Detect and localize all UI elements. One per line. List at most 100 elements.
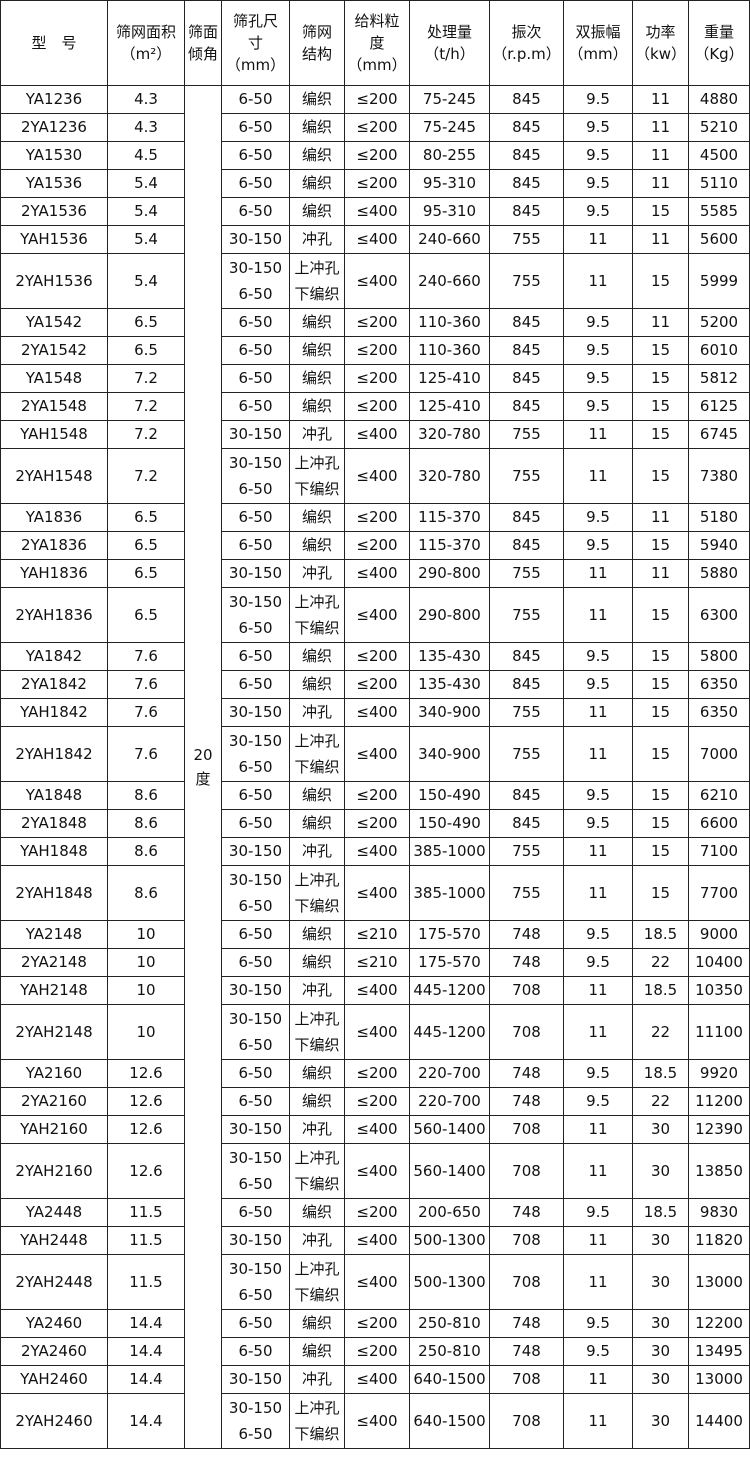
cell-area: 7.2 <box>107 392 185 421</box>
cell-aperture: 6-50 <box>221 336 290 365</box>
table-row: YA2448 11.5 6-50 编织 ≤200 200-650 748 9.5 18.5 983… <box>0 1198 750 1227</box>
cell-feed-size: ≤200 <box>344 809 410 838</box>
cell-amplitude: 9.5 <box>563 920 633 949</box>
cell-feed-size: ≤200 <box>344 113 410 142</box>
cell-aperture: 6-50 <box>221 948 290 977</box>
cell-weight: 13850 <box>688 1143 750 1199</box>
cell-structure: 编织 <box>289 531 345 560</box>
cell-model: 2YAH2448 <box>0 1254 108 1310</box>
cell-model: 2YA2160 <box>0 1087 108 1116</box>
cell-power: 11 <box>632 308 689 337</box>
cell-area: 14.4 <box>107 1365 185 1394</box>
header-area: 筛网面积 （m²） <box>107 0 185 86</box>
cell-aperture: 6-50 <box>221 113 290 142</box>
cell-frequency: 708 <box>489 1115 564 1144</box>
cell-feed-size: ≤200 <box>344 1198 410 1227</box>
table-row: 2YA1842 7.6 6-50 编织 ≤200 135-430 845 9.5 15 6350 <box>0 670 750 699</box>
cell-structure: 上冲孔 下编织 <box>289 726 345 782</box>
cell-weight: 6210 <box>688 781 750 810</box>
cell-aperture: 6-50 <box>221 141 290 170</box>
cell-feed-size: ≤200 <box>344 308 410 337</box>
cell-amplitude: 11 <box>563 1226 633 1255</box>
cell-capacity: 95-310 <box>409 197 490 226</box>
cell-capacity: 560-1400 <box>409 1143 490 1199</box>
cell-amplitude: 9.5 <box>563 503 633 532</box>
cell-structure: 编织 <box>289 948 345 977</box>
cell-aperture: 30-150 <box>221 837 290 866</box>
cell-frequency: 748 <box>489 1087 564 1116</box>
cell-structure: 编织 <box>289 920 345 949</box>
cell-power: 11 <box>632 85 689 114</box>
cell-structure: 编织 <box>289 781 345 810</box>
cell-frequency: 748 <box>489 1309 564 1338</box>
cell-amplitude: 9.5 <box>563 531 633 560</box>
cell-model: YA1848 <box>0 781 108 810</box>
cell-weight: 6350 <box>688 698 750 727</box>
cell-feed-size: ≤200 <box>344 531 410 560</box>
cell-area: 5.4 <box>107 225 185 254</box>
cell-weight: 7700 <box>688 865 750 921</box>
cell-feed-size: ≤200 <box>344 503 410 532</box>
cell-capacity: 110-360 <box>409 336 490 365</box>
table-row: YAH1842 7.6 30-150 冲孔 ≤400 340-900 755 11 15 6350 <box>0 698 750 727</box>
cell-area: 7.2 <box>107 420 185 449</box>
cell-weight: 6125 <box>688 392 750 421</box>
cell-aperture: 30-150 <box>221 1115 290 1144</box>
cell-aperture: 6-50 <box>221 1337 290 1366</box>
cell-feed-size: ≤210 <box>344 948 410 977</box>
cell-model: 2YA1836 <box>0 531 108 560</box>
cell-weight: 5210 <box>688 113 750 142</box>
cell-model: YA1548 <box>0 364 108 393</box>
cell-weight: 7100 <box>688 837 750 866</box>
table-row: YAH2448 11.5 30-150 冲孔 ≤400 500-1300 708 11 30 11… <box>0 1226 750 1255</box>
cell-frequency: 845 <box>489 642 564 671</box>
cell-power: 30 <box>632 1309 689 1338</box>
cell-feed-size: ≤400 <box>344 1115 410 1144</box>
cell-feed-size: ≤200 <box>344 169 410 198</box>
cell-feed-size: ≤200 <box>344 1337 410 1366</box>
cell-feed-size: ≤400 <box>344 587 410 643</box>
table-row: YAH1536 5.4 30-150 冲孔 ≤400 240-660 755 11 11 5600 <box>0 225 750 254</box>
cell-power: 15 <box>632 392 689 421</box>
cell-capacity: 385-1000 <box>409 865 490 921</box>
cell-feed-size: ≤210 <box>344 920 410 949</box>
cell-structure: 编织 <box>289 503 345 532</box>
cell-power: 15 <box>632 670 689 699</box>
cell-model: YA2160 <box>0 1059 108 1088</box>
cell-feed-size: ≤200 <box>344 1059 410 1088</box>
cell-power: 11 <box>632 141 689 170</box>
cell-frequency: 748 <box>489 948 564 977</box>
header-frequency: 振次 （r.p.m） <box>489 0 564 86</box>
cell-power: 11 <box>632 225 689 254</box>
cell-capacity: 95-310 <box>409 169 490 198</box>
cell-area: 6.5 <box>107 587 185 643</box>
cell-aperture: 6-50 <box>221 642 290 671</box>
cell-structure: 冲孔 <box>289 1226 345 1255</box>
cell-frequency: 845 <box>489 364 564 393</box>
cell-frequency: 845 <box>489 781 564 810</box>
cell-area: 7.6 <box>107 642 185 671</box>
cell-weight: 5880 <box>688 559 750 588</box>
cell-amplitude: 9.5 <box>563 85 633 114</box>
table-row: 2YA2460 14.4 6-50 编织 ≤200 250-810 748 9.5 30 1349… <box>0 1337 750 1366</box>
cell-amplitude: 9.5 <box>563 197 633 226</box>
cell-area: 12.6 <box>107 1143 185 1199</box>
cell-structure: 编织 <box>289 670 345 699</box>
cell-aperture: 30-150 <box>221 976 290 1005</box>
cell-power: 15 <box>632 448 689 504</box>
cell-weight: 7380 <box>688 448 750 504</box>
cell-structure: 编织 <box>289 308 345 337</box>
cell-structure: 编织 <box>289 1198 345 1227</box>
cell-power: 30 <box>632 1115 689 1144</box>
cell-capacity: 110-360 <box>409 308 490 337</box>
cell-area: 6.5 <box>107 531 185 560</box>
cell-frequency: 708 <box>489 1004 564 1060</box>
cell-structure: 冲孔 <box>289 225 345 254</box>
specs-table: 型 号 筛网面积 （m²） 筛面 倾角 筛孔尺 寸 （mm） 筛网 结构 给料粒… <box>0 0 750 1449</box>
cell-frequency: 755 <box>489 587 564 643</box>
table-row: 2YA2160 12.6 6-50 编织 ≤200 220-700 748 9.5 22 1120… <box>0 1087 750 1116</box>
cell-model: YA1530 <box>0 141 108 170</box>
cell-structure: 编织 <box>289 1087 345 1116</box>
table-row: YA1536 5.4 6-50 编织 ≤200 95-310 845 9.5 11 5110 <box>0 169 750 198</box>
cell-area: 10 <box>107 920 185 949</box>
